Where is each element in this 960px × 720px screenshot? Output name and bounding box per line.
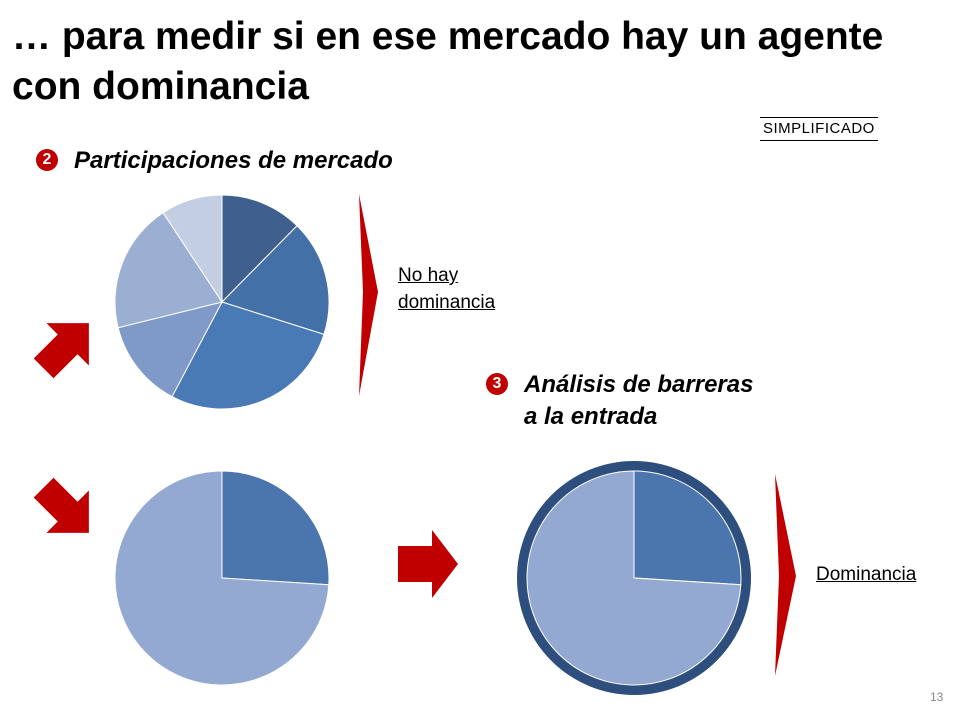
page-number: 13 [930,690,944,704]
step-2-label: Participaciones de mercado [74,147,393,174]
pie-slice [114,211,223,329]
slide-title: … para medir si en ese mercado hay un ag… [12,15,884,108]
pie-slice [221,470,330,586]
pie-slice [171,301,325,410]
step-2-heading: 2 Participaciones de mercado [36,145,393,177]
step-3-label-line2: a la entrada [524,403,658,430]
simplified-tag: SIMPLIFICADO [760,117,878,141]
pie-slice [114,470,330,686]
pie-slice [117,301,223,398]
pie-slice [162,194,223,304]
step-3-number-icon: 3 [486,373,508,395]
pie-concentrated-market [114,470,330,686]
arrow-right-icon [398,530,458,598]
pie-slice [633,470,742,586]
step-3-heading: 3 Análisis de barreras a la entrada [486,369,753,433]
arrow-up-right-icon [33,323,89,379]
pie-fragmented-market [114,194,330,410]
result-no-dominance: No hay dominancia [398,265,496,313]
arrow-down-right-icon [33,477,89,533]
pie-slice [221,225,330,336]
step-3-label-line1: Análisis de barreras [524,371,754,398]
chevron-divider-bottom [775,474,796,676]
chevron-divider-top [359,194,378,396]
pie-concentrated-with-barriers [526,470,742,686]
result-dominance: Dominancia [816,564,917,585]
pie-slice [526,470,742,686]
step-2-number-icon: 2 [36,149,58,171]
pie-slice [221,194,298,304]
